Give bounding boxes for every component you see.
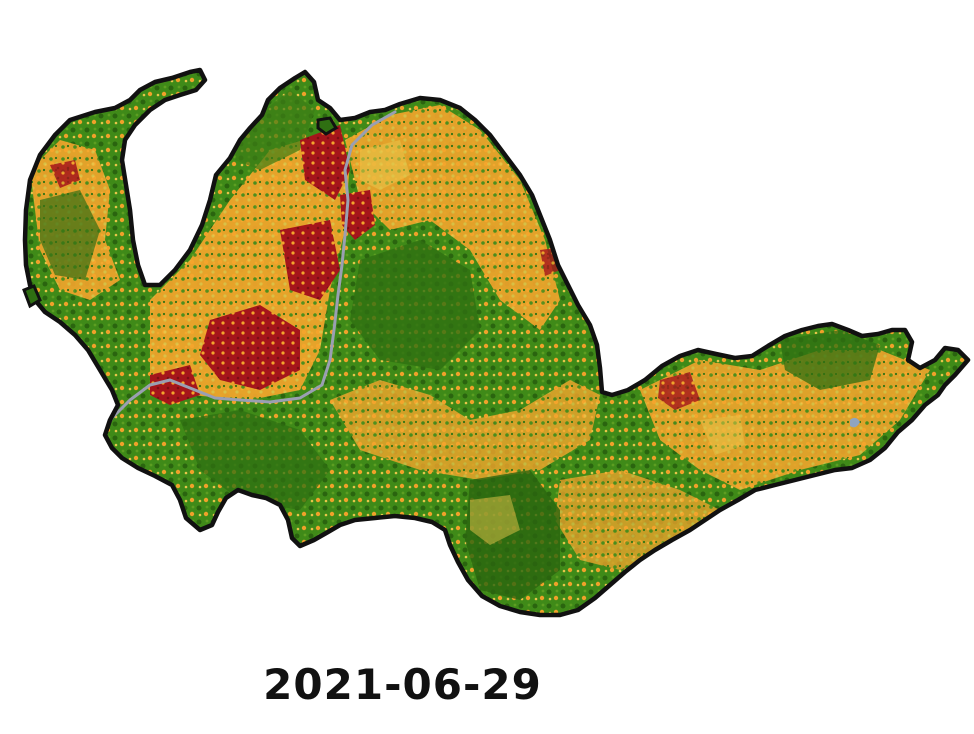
coast-fragment-west (22, 284, 42, 309)
moderate-zone-south (555, 470, 720, 570)
coast-fragment-north (316, 116, 339, 136)
moderate-zone-east (640, 350, 930, 490)
stressed-zone-6 (50, 160, 80, 188)
lake (850, 417, 860, 428)
sparse-patch-2 (470, 495, 520, 545)
region-boundary (22, 67, 971, 618)
stressed-zone-1 (300, 125, 350, 200)
dense-patch-a (350, 240, 480, 370)
dense-patch-d (40, 190, 100, 280)
stressed-zone-7 (658, 372, 700, 410)
stressed-zone-4 (150, 365, 200, 405)
moderate-zone-middle (330, 380, 600, 480)
river (103, 110, 397, 434)
date-label: 2021-06-29 (263, 660, 542, 709)
dense-patch-f (235, 90, 315, 170)
sparse-patch-3 (700, 415, 745, 455)
sparse-patch-1 (360, 140, 410, 190)
stressed-zone-3 (200, 305, 300, 390)
stressed-zone-2 (280, 220, 340, 300)
dense-patch-b (180, 410, 330, 510)
dense-patch-e (780, 330, 880, 390)
